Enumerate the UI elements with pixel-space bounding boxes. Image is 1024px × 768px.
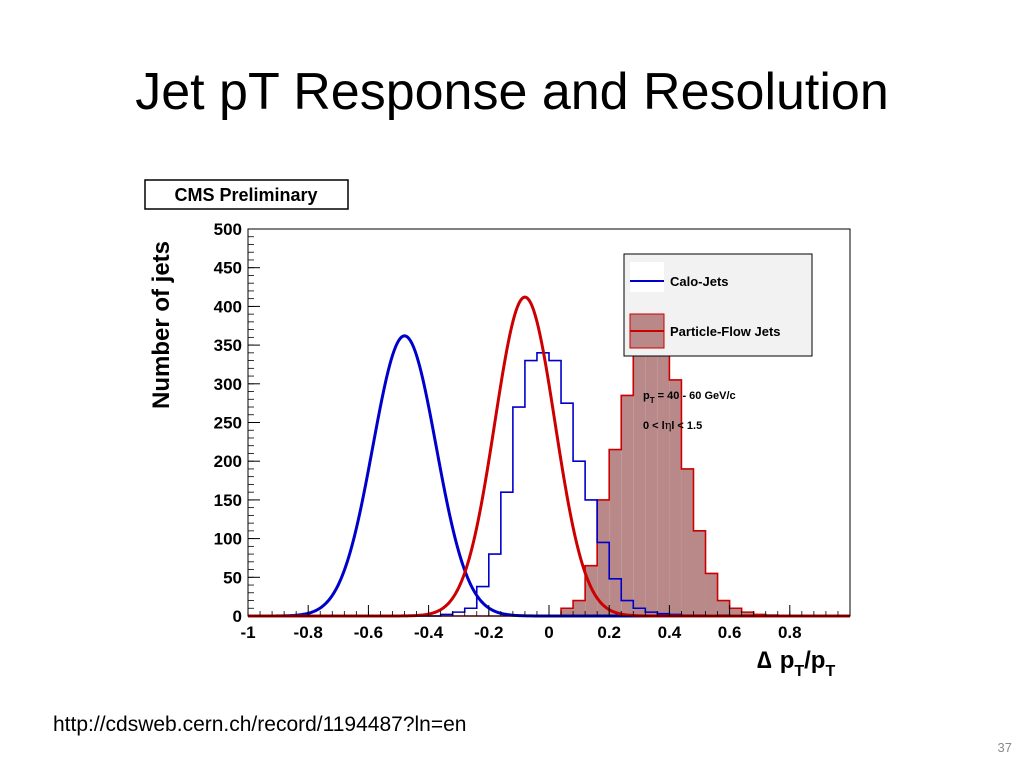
- x-tick-label: 0.8: [778, 623, 802, 642]
- annotation-eta-range: 0 < lηl < 1.5: [643, 419, 702, 432]
- x-tick-label: 0: [544, 623, 553, 642]
- pf-bar: [657, 298, 670, 616]
- pf-bar: [621, 395, 634, 616]
- pf-bar: [693, 530, 706, 616]
- annotation-pt-range: pT = 40 - 60 GeV/c: [643, 390, 736, 405]
- annotation-sub: T: [650, 396, 655, 405]
- y-tick-label: 400: [214, 297, 242, 316]
- x-axis-label-p: p: [780, 647, 795, 674]
- x-axis-label-sub2: T: [825, 663, 835, 680]
- axes: -1 -0.8 -0.6 -0.4 -0.2 0 0.2 0.4 0.6 0.8 0 50 100 150…: [214, 220, 851, 642]
- legend-swatch-calo: [630, 262, 664, 292]
- page-number: 37: [997, 740, 1012, 755]
- banner-box: [144, 179, 349, 210]
- y-tick-label: 150: [214, 491, 242, 510]
- pf-bar: [717, 600, 730, 616]
- banner-text: CMS Preliminary: [174, 185, 317, 205]
- x-axis-label-slash: /p: [804, 647, 825, 674]
- x-axis-label-delta: ∆: [757, 647, 772, 674]
- pf-bar: [741, 612, 754, 616]
- y-tick-label: 450: [214, 259, 242, 278]
- slide-title: Jet pT Response and Resolution: [135, 63, 889, 121]
- x-tick-label: -1: [240, 623, 255, 642]
- plot-border: [247, 228, 851, 617]
- y-tick-label: 500: [214, 220, 242, 239]
- legend-label-pf: Particle-Flow Jets: [670, 324, 781, 339]
- pf-bar: [681, 468, 694, 616]
- x-tick-label: 0.4: [658, 623, 682, 642]
- x-tick-label: -0.2: [474, 623, 503, 642]
- x-axis-label-sub1: T: [794, 663, 804, 680]
- annotation-p: p: [643, 390, 650, 402]
- pf-bar: [573, 600, 586, 616]
- legend: Calo-Jets Particle-Flow Jets: [623, 253, 813, 357]
- y-axis-label: Number of jets: [148, 241, 175, 409]
- pf-bar: [561, 608, 574, 616]
- y-tick-label: 100: [214, 530, 242, 549]
- annotation-eta-post: l < 1.5: [671, 420, 702, 432]
- pf-bar: [597, 499, 610, 616]
- x-tick-label: -0.8: [294, 623, 323, 642]
- pf-bar: [705, 573, 718, 616]
- x-tick-label: -0.6: [354, 623, 383, 642]
- x-axis-label: ∆ pT/pT: [757, 647, 835, 680]
- x-tick-label: 0.2: [597, 623, 621, 642]
- y-tick-label: 350: [214, 336, 242, 355]
- annotation-eta-pre: 0 < l: [643, 420, 665, 432]
- x-tick-label: 0.6: [718, 623, 742, 642]
- pf-bar: [633, 298, 646, 616]
- y-tick-label: 0: [233, 607, 242, 626]
- y-tick-label: 200: [214, 452, 242, 471]
- pf-bar: [669, 379, 682, 616]
- x-tick-label: -0.4: [414, 623, 444, 642]
- pf-bar: [729, 608, 742, 616]
- y-tick-label: 250: [214, 414, 242, 433]
- source-link[interactable]: http://cdsweb.cern.ch/record/1194487?ln=…: [53, 713, 467, 736]
- annotation-rest: = 40 - 60 GeV/c: [655, 390, 736, 402]
- y-tick-label: 300: [214, 375, 242, 394]
- y-tick-label: 50: [223, 568, 242, 587]
- pf-bar: [609, 449, 622, 616]
- annotation-eta-symbol: η: [665, 419, 672, 432]
- legend-label-calo: Calo-Jets: [670, 274, 729, 289]
